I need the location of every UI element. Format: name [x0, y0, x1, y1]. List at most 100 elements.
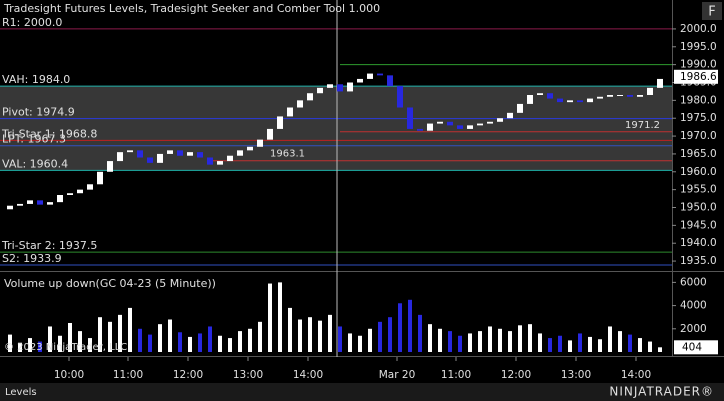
y-tick-label: 1950.0 [680, 202, 717, 214]
status-bar [0, 383, 724, 401]
candle-body [347, 82, 353, 92]
candle-body [367, 73, 373, 79]
volume-bar [448, 331, 452, 352]
candle-body [627, 95, 633, 97]
volume-bar [508, 331, 512, 352]
candle-body [657, 78, 663, 88]
y-tick-label: 2000.0 [680, 23, 717, 35]
volume-bar [98, 317, 102, 352]
y-tick-label: 1940.0 [680, 237, 717, 249]
volume-bar [578, 333, 582, 352]
candle-body [177, 150, 183, 156]
volume-tick-label: 4000 [680, 300, 707, 312]
last-volume-box [674, 340, 718, 355]
volume-bar [398, 303, 402, 352]
candle-body [647, 87, 653, 95]
volume-bar [568, 340, 572, 352]
candle-body [147, 157, 153, 163]
candle-body [487, 121, 493, 124]
volume-bar [158, 324, 162, 352]
candle-body [577, 100, 583, 103]
volume-bar [348, 333, 352, 352]
y-tick-label: 1995.0 [680, 41, 717, 53]
volume-bar [218, 335, 222, 352]
volume-bar [298, 319, 302, 352]
volume-bar [538, 333, 542, 352]
candle-body [507, 112, 513, 119]
candle-body [637, 95, 643, 97]
volume-bar [598, 339, 602, 352]
volume-bar [408, 299, 412, 352]
volume-title: Volume up down(GC 04-23 (5 Minute)) [4, 277, 216, 290]
last-price-box [674, 69, 718, 84]
x-tick-label: 11:00 [441, 369, 471, 381]
volume-bar [268, 283, 272, 352]
volume-bar [198, 333, 202, 352]
candle-body [467, 125, 473, 129]
volume-bar [478, 331, 482, 352]
volume-bar [28, 338, 32, 352]
volume-bar [328, 314, 332, 352]
level-label: VAH: 1984.0 [2, 73, 70, 86]
candle-body [187, 152, 193, 156]
volume-bar [378, 321, 382, 352]
button[interactable] [702, 2, 722, 20]
volume-bar [628, 334, 632, 352]
candle-body [497, 118, 503, 122]
candle-body [447, 121, 453, 126]
last-volume-label: 404 [682, 341, 702, 353]
candle-body [617, 95, 623, 96]
copyright: © 2023 NinjaTrader, LLC [4, 342, 127, 353]
candle-body [117, 152, 123, 162]
volume-bar [8, 334, 12, 352]
candle-body [387, 75, 393, 87]
candle-body [217, 161, 223, 165]
volume-bar [338, 326, 342, 352]
y-tick-label: 1980.0 [680, 94, 717, 106]
annotation-label: 1971.2 [625, 120, 660, 131]
candle-body [327, 84, 333, 88]
volume-bar [228, 338, 232, 352]
candle-body [477, 123, 483, 126]
candle-body [567, 100, 573, 103]
level-label: VAL: 1960.4 [2, 157, 68, 170]
x-tick-label: 12:00 [173, 369, 203, 381]
candle-body [337, 84, 343, 92]
volume-bar [168, 319, 172, 352]
volume-bar [78, 331, 82, 352]
volume-bar [648, 341, 652, 352]
volume-bar [548, 338, 552, 352]
y-tick-label: 1970.0 [680, 130, 717, 142]
volume-bar [518, 325, 522, 352]
volume-bar [278, 282, 282, 352]
candle-body [247, 146, 253, 151]
volume-bar [288, 307, 292, 352]
candle-body [307, 93, 313, 101]
volume-tick-label: 2000 [680, 323, 707, 335]
candle-body [427, 123, 433, 131]
candle-body [107, 161, 113, 172]
candle-body [197, 152, 203, 158]
candle-body [417, 128, 423, 131]
x-tick-label: 14:00 [293, 369, 323, 381]
volume-bar [208, 326, 212, 352]
logo: NINJATRADER® [609, 385, 714, 399]
y-tick-label: 1965.0 [680, 148, 717, 160]
volume-bar [498, 328, 502, 352]
candle-body [587, 98, 593, 103]
volume-bar [658, 347, 662, 352]
button-label[interactable]: F [708, 5, 715, 20]
candle-body [547, 93, 553, 99]
volume-bar [48, 326, 52, 352]
candle-body [127, 150, 133, 153]
candle-body [77, 189, 83, 194]
volume-tick-label: 6000 [680, 276, 707, 288]
volume-bar [618, 331, 622, 352]
volume-bar [558, 335, 562, 352]
volume-bar [488, 326, 492, 352]
candle-body [227, 155, 233, 162]
volume-bar [588, 336, 592, 352]
level-label: LPT: 1967.3 [2, 133, 66, 146]
tab-label[interactable]: Levels [5, 387, 37, 398]
